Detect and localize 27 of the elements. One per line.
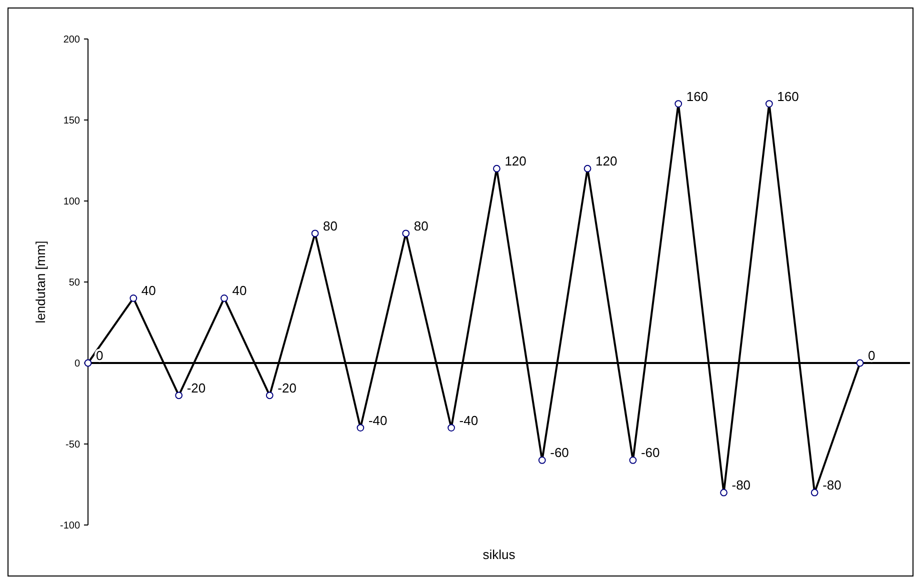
data-label: -20 [186, 380, 206, 396]
y-tick-label: -50 [66, 440, 80, 450]
y-tick-label: 100 [63, 196, 80, 208]
data-label: -40 [459, 412, 478, 428]
y-tick-label: 50 [68, 278, 80, 288]
data-label: 0 [96, 348, 104, 363]
data-label: -40 [368, 412, 388, 428]
y-axis-title: lendutan [mm] [33, 240, 48, 324]
data-label: 40 [141, 283, 156, 298]
y-tick-label: 200 [63, 34, 80, 46]
data-label: 120 [596, 154, 618, 169]
data-label: 40 [232, 283, 247, 298]
data-label: -60 [640, 445, 660, 460]
y-tick-label: -100 [60, 520, 80, 532]
data-label: 80 [323, 218, 338, 234]
data-label: -80 [732, 478, 751, 493]
x-axis-title: siklus [482, 547, 516, 562]
data-label: 80 [414, 218, 428, 234]
data-label: 160 [686, 88, 708, 104]
data-label: -60 [550, 445, 569, 460]
y-tick-label: 0 [74, 358, 80, 370]
data-label: 120 [504, 154, 526, 169]
data-label: 160 [777, 88, 799, 104]
data-label: 0 [868, 348, 876, 363]
y-tick-label: 150 [63, 116, 80, 126]
data-label: -80 [822, 478, 842, 493]
data-label: -20 [278, 380, 296, 396]
